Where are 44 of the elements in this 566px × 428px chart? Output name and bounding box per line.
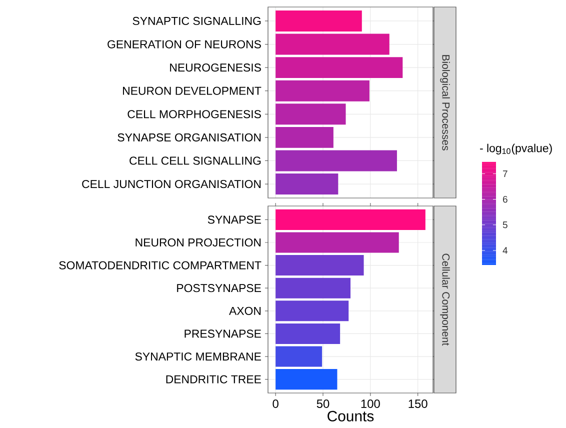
color-bar-label: 5: [502, 222, 508, 228]
bar: [276, 80, 370, 102]
bar: [276, 346, 322, 367]
y-tick-label: SYNAPSE ORGANISATION: [118, 133, 261, 142]
bar: [276, 174, 338, 195]
color-bar-label: 7: [503, 170, 508, 178]
y-tick-label: PRESYNAPSE: [184, 330, 261, 338]
bar: [276, 104, 346, 125]
y-tick-label: CELL CELL SIGNALLING: [130, 156, 261, 165]
x-tick-label: 50: [316, 400, 330, 408]
y-tick-label: NEURON PROJECTION: [136, 238, 261, 247]
bar: [276, 369, 338, 390]
y-tick-label: CELL MORPHOGENESIS: [128, 110, 261, 118]
bar: [276, 34, 390, 55]
y-tick-label: NEUROGENESIS: [170, 64, 261, 72]
y-tick-label: NEURON DEVELOPMENT: [123, 86, 262, 95]
bar: [276, 278, 350, 298]
y-tick-label: CELL JUNCTION ORGANISATION: [82, 180, 261, 188]
x-axis-title: Counts: [328, 410, 374, 422]
color-bar-label: 6: [503, 196, 508, 203]
y-tick-label: SYNAPTIC MEMBRANE: [135, 352, 261, 361]
y-tick-label: SYNAPSE: [208, 216, 261, 224]
y-tick-label: AXON: [229, 306, 261, 315]
text: Cellular Component: [440, 254, 450, 346]
bar: [276, 10, 362, 32]
y-tick-label: GENERATION OF NEURONS: [108, 40, 261, 48]
bar: [276, 126, 334, 148]
color-bar-title: - log$_{10}$(pvalue): [480, 144, 552, 154]
x-tick-label: 100: [361, 400, 380, 408]
bar: [276, 300, 349, 322]
y-tick-label: DENDRITIC TREE: [166, 375, 261, 384]
bar: [276, 57, 403, 78]
bar: [276, 150, 397, 172]
x-tick-label: 0: [272, 400, 278, 408]
bar: [276, 232, 399, 253]
y-tick-label: POSTSYNAPSE: [177, 284, 261, 292]
y-tick-label: SOMATODENDRITIC COMPARTMENT: [59, 261, 262, 270]
bar: [276, 255, 364, 276]
text: Biological Processes: [440, 55, 450, 150]
color-bar-label: 4: [502, 247, 508, 254]
y-tick-label: SYNAPTIC SIGNALLING: [132, 16, 261, 26]
bar: [276, 209, 426, 230]
bar: [276, 323, 340, 344]
x-tick-label: 150: [408, 400, 428, 408]
